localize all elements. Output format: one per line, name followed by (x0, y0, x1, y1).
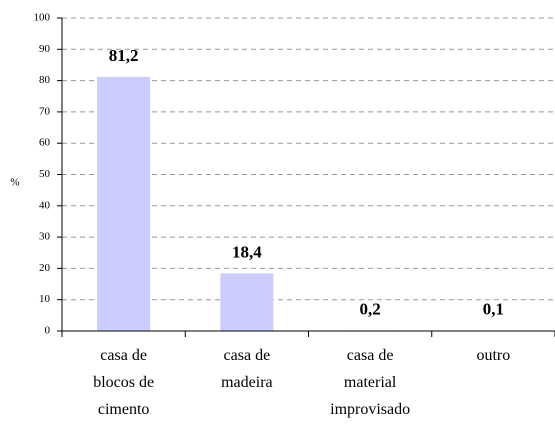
y-tick-label: 40 (39, 199, 51, 211)
y-tick-label: 100 (34, 12, 51, 24)
y-axis-label: % (10, 177, 19, 189)
x-tick-label: outro (476, 347, 510, 364)
x-tick-label: casa de blocos de cimento (93, 347, 154, 418)
y-tick-label: 30 (39, 231, 51, 243)
y-tick-label: 0 (45, 325, 51, 337)
y-tick-label: 70 (39, 105, 51, 117)
y-tick-label: 60 (39, 137, 51, 149)
y-tick-label: 10 (39, 293, 51, 305)
value-label: 81,2 (109, 46, 139, 65)
y-tick-label: 50 (39, 168, 51, 180)
bar (97, 76, 151, 332)
value-label: 18,4 (232, 242, 262, 261)
y-tick-label: 20 (39, 262, 51, 274)
value-label: 0,2 (360, 299, 381, 318)
y-tick-label: 90 (39, 43, 51, 55)
y-tick-label: 80 (39, 74, 51, 86)
bar (220, 273, 274, 331)
x-tick-label: casa de material improvisado (330, 347, 410, 418)
x-tick-label: casa de madeira (221, 347, 273, 391)
value-label: 0,1 (483, 300, 504, 319)
